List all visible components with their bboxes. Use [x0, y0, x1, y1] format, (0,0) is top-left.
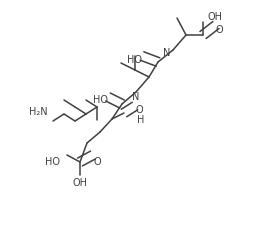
Text: OH: OH [207, 12, 222, 22]
Text: HO: HO [127, 55, 142, 65]
Text: H: H [137, 115, 144, 125]
Text: H₂N: H₂N [29, 107, 48, 117]
Text: N: N [163, 48, 171, 58]
Text: OH: OH [73, 178, 87, 188]
Text: HO: HO [45, 157, 60, 167]
Text: O: O [94, 157, 102, 167]
Text: O: O [216, 25, 224, 35]
Text: N: N [132, 92, 140, 102]
Text: O: O [135, 105, 143, 115]
Text: HO: HO [93, 95, 108, 105]
